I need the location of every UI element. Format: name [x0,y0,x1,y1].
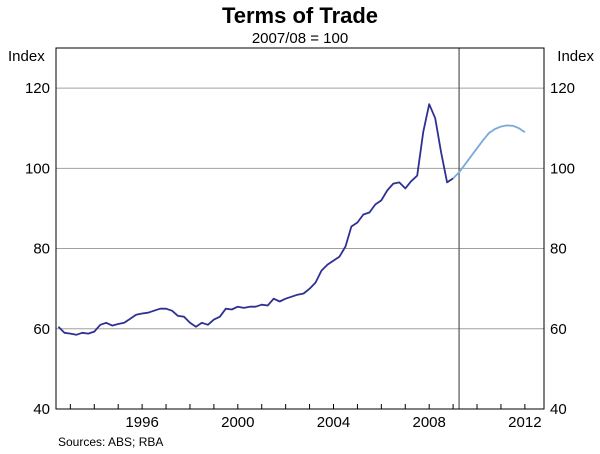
actual-series-line [57,103,454,336]
y-tick-label-left: 100 [25,160,50,177]
x-tick-label: 1996 [125,414,158,431]
x-tick-label: 2004 [317,414,350,431]
y-tick-label-left: 120 [25,80,50,97]
x-tick-label: 2012 [508,414,541,431]
forecast-series-line [452,124,526,180]
y-tick-label-left: 40 [33,401,50,418]
y-tick-label-left: 80 [33,241,50,258]
chart-title: Terms of Trade [222,3,378,28]
chart-subtitle: 2007/08 = 100 [252,30,348,47]
y-tick-label-right: 40 [550,401,567,418]
gridlines [56,87,544,330]
source-note: Sources: ABS; RBA [58,435,163,449]
x-tick-label: 2000 [221,414,254,431]
y-tick-label-right: 120 [550,80,575,97]
y-axis-label-left: Index [8,48,45,65]
plot-frame [55,47,545,410]
y-tick-label-right: 60 [550,321,567,338]
y-axis-label-right: Index [557,48,594,65]
y-tick-label-right: 80 [550,241,567,258]
x-tick-label: 2008 [412,414,445,431]
x-ticks: 1996 2000 2004 2008 2012 [69,404,542,431]
series-lines [57,103,526,336]
y-ticks: 40 40 60 60 80 80 100 100 120 120 [25,80,575,418]
y-tick-label-left: 60 [33,321,50,338]
y-tick-label-right: 100 [550,160,575,177]
